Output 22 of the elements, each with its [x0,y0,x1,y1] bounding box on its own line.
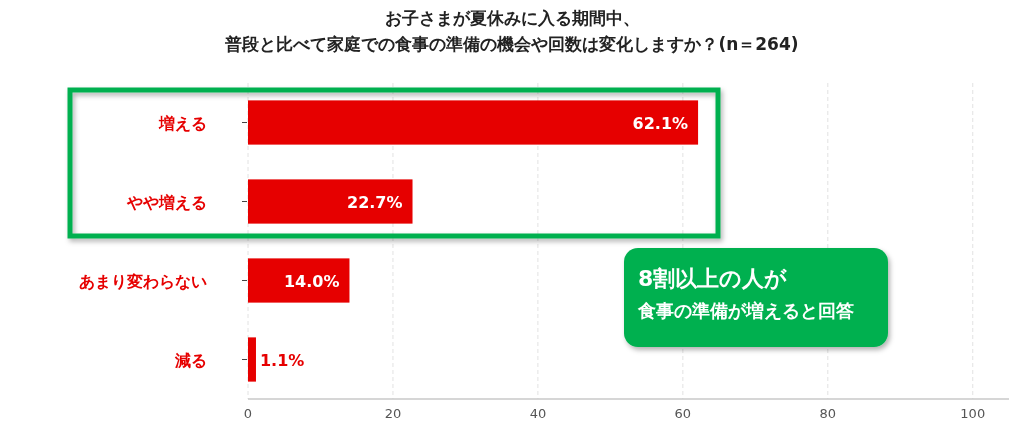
bar [248,100,699,145]
x-tick-label: 100 [960,406,986,421]
x-tick-label: 40 [529,406,547,421]
bar [248,258,350,303]
data-label: 62.1% [632,113,689,133]
chart-subtitle: 普段と比べて家庭での食事の準備の機会や回数は変化しますか？(n＝264) [224,34,799,54]
bar [248,337,256,382]
x-tick-label: 20 [384,406,402,421]
data-label: 14.0% [283,271,340,291]
bar [248,179,413,224]
y-tick-label: 減る [174,350,207,370]
annotation: 8割以上の人が [638,266,788,291]
y-tick-label: やや増える [126,192,207,212]
chart-title: お子さまが夏休みに入る期間中、 [384,8,640,28]
data-label: 22.7% [347,192,403,212]
x-tick-label: 0 [243,406,253,421]
y-tick-label: あまり変わらない [79,271,207,291]
y-tick-label: 増える [158,113,207,133]
annotation: 食事の準備が増えると回答 [637,300,854,321]
data-label: 1.1% [259,350,305,370]
x-tick-label: 80 [819,406,837,421]
x-tick-label: 60 [674,406,692,421]
